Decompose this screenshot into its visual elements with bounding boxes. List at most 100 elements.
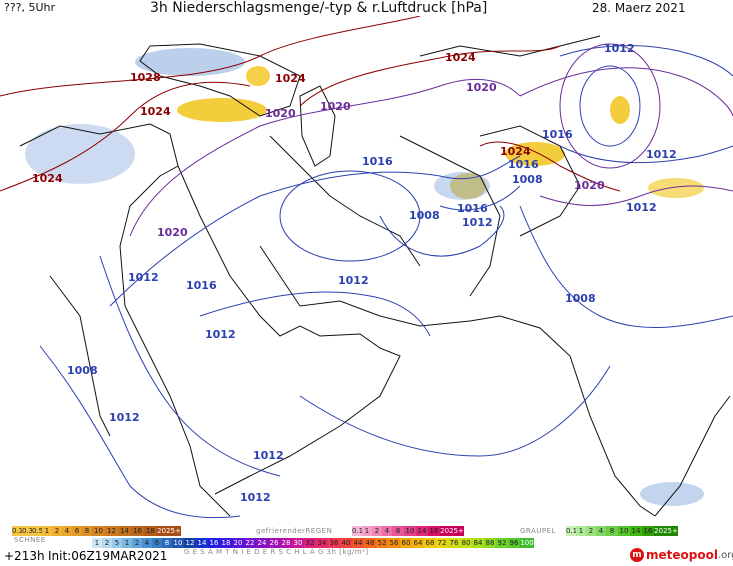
- isobar-1012-d: [199, 291, 431, 337]
- legend-cell: 2025+: [440, 526, 464, 536]
- isobar-label: 1012: [646, 148, 677, 161]
- legend-cell: 10: [92, 526, 105, 536]
- isobar-1012-ring-a: [579, 65, 641, 147]
- isobar-1024-d: [479, 141, 621, 192]
- legend-cell: 0.1: [566, 526, 576, 536]
- pakistan-border: [479, 125, 581, 237]
- isobar-label: 1024: [140, 105, 171, 118]
- legend-cell: 4: [382, 526, 392, 536]
- legend-cell: 8: [606, 526, 618, 536]
- isobar-label: 1008: [512, 173, 543, 186]
- isobar-label: 1024: [500, 145, 531, 158]
- isobar-1024-a: [0, 16, 421, 97]
- isobar-label: 1016: [457, 202, 488, 215]
- caspian-sea: [299, 85, 336, 167]
- legend-cell: 16: [131, 526, 144, 536]
- map-background: [0, 16, 733, 526]
- legend-cell: 48: [364, 538, 376, 548]
- brand-logo[interactable]: m meteopool .org: [630, 548, 733, 562]
- isobar-labels: 1028 1024 1024 1024 1024 1024 1020 1020 …: [32, 42, 677, 504]
- isobar-label: 1012: [240, 491, 271, 504]
- isobar-label: 1012: [109, 411, 140, 424]
- legend-cell: 100: [520, 538, 534, 548]
- legend-cell: 36: [328, 538, 340, 548]
- legend-cell: 96: [508, 538, 520, 548]
- legend-cell: 80: [460, 538, 472, 548]
- valid-date-label: 28. Maerz 2021: [592, 1, 686, 15]
- red-sea-west-coast: [19, 123, 231, 517]
- afghan-border: [399, 135, 501, 297]
- legend-cell: 72: [436, 538, 448, 548]
- isobars: [0, 16, 733, 519]
- isobar-label: 1012: [626, 201, 657, 214]
- legend-cell: 88: [484, 538, 496, 548]
- legend-snow-title: SCHNEE: [14, 536, 46, 544]
- brand-icon: m: [630, 548, 644, 562]
- isobar-1016-a: [109, 155, 521, 307]
- legend-cell: 2: [102, 538, 112, 548]
- isobar-label: 1016: [362, 155, 393, 168]
- legend-cell: 14: [630, 526, 642, 536]
- legend-cell: 18: [144, 526, 157, 536]
- isobar-label: 1024: [445, 51, 476, 64]
- coastlines: [19, 35, 731, 517]
- legend-cell: 1: [122, 538, 132, 548]
- arabia-coast: [177, 165, 401, 495]
- iran-india-coast: [259, 245, 656, 517]
- legend-cell: 1: [42, 526, 52, 536]
- isobar-1012-east: [559, 145, 733, 164]
- legend-cell: 18: [220, 538, 232, 548]
- isobar-label: 1020: [574, 179, 605, 192]
- isobar-label: 1012: [128, 271, 159, 284]
- isobar-1012-e: [299, 365, 611, 457]
- legend-cell: 1: [92, 538, 102, 548]
- isobar-1008-c: [39, 345, 241, 519]
- precip-srilanka: [640, 482, 704, 506]
- legend-cell: 14: [416, 526, 428, 536]
- legend-cell: 30: [292, 538, 304, 548]
- isobar-label: 1016: [542, 128, 573, 141]
- legend-cell: 84: [472, 538, 484, 548]
- isobar-label: 1012: [253, 449, 284, 462]
- legend-cell: 16: [208, 538, 220, 548]
- legend-total-row: 1 2 5 1 2 4 6 8 10 12 14 16 18 20 22 24 …: [92, 538, 534, 548]
- isobar-1024-c: [299, 45, 561, 107]
- legend-cell: 10: [404, 526, 416, 536]
- pressure-map: 1028 1024 1024 1024 1024 1024 1020 1020 …: [0, 16, 733, 526]
- isobar-1020-c: [539, 185, 733, 206]
- isobar-label: 1008: [565, 292, 596, 305]
- isobar-label: 1012: [205, 328, 236, 341]
- central-asia-border: [419, 35, 601, 57]
- isobar-1012-c: [99, 255, 281, 477]
- isobar-1008-a: [379, 205, 505, 257]
- precipitation-legend: 0.1 0.3 0.5 1 2 4 6 8 10 12 14 16 18 202…: [0, 526, 733, 566]
- africa-border: [49, 275, 111, 437]
- isobar-label: 1020: [466, 81, 497, 94]
- legend-cell: 60: [400, 538, 412, 548]
- legend-cell: 4: [596, 526, 606, 536]
- legend-cell: 56: [388, 538, 400, 548]
- legend-cell: 28: [280, 538, 292, 548]
- forecast-hour-label: +213h: [4, 549, 45, 563]
- legend-cell: 68: [424, 538, 436, 548]
- isobar-1020-a: [129, 78, 521, 237]
- legend-cell: 14: [118, 526, 131, 536]
- isobar-label: 1020: [157, 226, 188, 239]
- isobar-label: 1024: [32, 172, 63, 185]
- legend-cell: 22: [244, 538, 256, 548]
- legend-cell: 2025+: [654, 526, 678, 536]
- legend-graupel-row: 0.1 1 2 4 8 10 14 16 2025+: [566, 526, 678, 536]
- isobar-label: 1028: [130, 71, 161, 84]
- isobar-1012-north: [559, 45, 733, 77]
- isobar-1008-b: [519, 205, 733, 329]
- legend-cell: 16: [642, 526, 654, 536]
- legend-cell: 44: [352, 538, 364, 548]
- legend-total-title: G E S A M T N I E D E R S C H L A G 3h […: [184, 548, 369, 556]
- legend-cell: 12: [184, 538, 196, 548]
- isobar-1016-ring: [279, 170, 421, 262]
- isobar-label: 1016: [508, 158, 539, 171]
- legend-cell: 26: [268, 538, 280, 548]
- legend-cell: 6: [72, 526, 82, 536]
- legend-cell: 2: [586, 526, 596, 536]
- legend-freezing-rain-title: gefrierenderREGEN: [256, 527, 333, 535]
